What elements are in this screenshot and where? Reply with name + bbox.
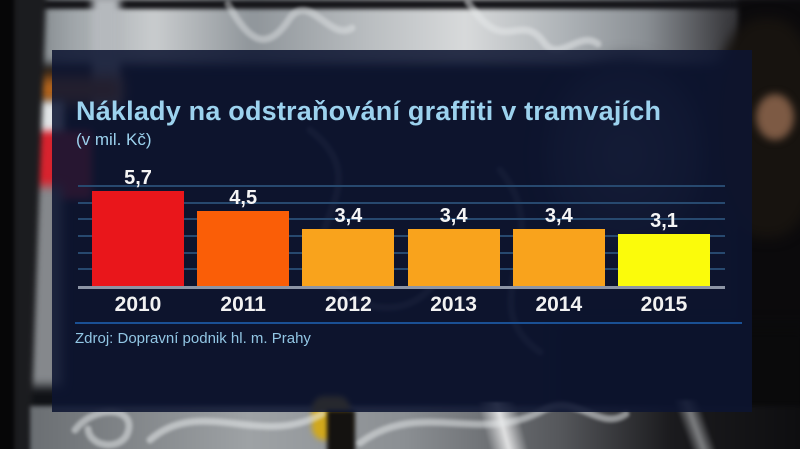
x-label-2014: 2014 <box>535 293 583 316</box>
chart-panel: Náklady na odstraňování graffiti v tramv… <box>52 50 752 412</box>
bar-chart: 5,7 4,5 3,4 3,4 3,4 3,1 <box>78 168 725 289</box>
x-label-2013: 2013 <box>430 293 477 316</box>
bar-2012 <box>302 229 395 286</box>
person-ear <box>756 94 794 140</box>
bar-value-2014: 3,4 <box>544 205 573 228</box>
bar-value-2013: 3,4 <box>439 205 468 228</box>
bar-value-2012: 3,4 <box>334 205 363 228</box>
bar-2015 <box>618 234 710 286</box>
gridline-1 <box>78 268 725 271</box>
x-label-2012: 2012 <box>325 293 372 316</box>
bar-value-2015: 3,1 <box>650 210 678 233</box>
gridline-3 <box>78 234 725 237</box>
window-frame-edge <box>0 0 14 449</box>
source-credit: Zdroj: Dopravní podnik hl. m. Prahy <box>75 330 311 347</box>
x-axis-labels: 2010 2011 2012 2013 2014 2015 <box>78 293 725 319</box>
bar-value-2011: 4,5 <box>229 186 258 209</box>
chart-title: Náklady na odstraňování graffiti v tramv… <box>76 96 662 126</box>
gridline-6 <box>78 184 725 187</box>
gridline-5 <box>78 201 725 204</box>
bar-2014 <box>512 229 605 286</box>
bar-2011 <box>197 210 290 286</box>
x-label-2015: 2015 <box>640 293 688 316</box>
chart-unit-subtitle: (v mil. Kč) <box>76 130 152 149</box>
bar-2013 <box>407 229 500 286</box>
dark-object <box>327 410 355 449</box>
gridline-4 <box>78 218 725 221</box>
window-frame-top <box>0 0 800 9</box>
x-label-2010: 2010 <box>114 293 162 316</box>
bar-value-2010: 5,7 <box>124 166 152 189</box>
footer-separator <box>75 322 742 324</box>
gridline-2 <box>78 251 725 254</box>
bar-2010 <box>92 190 184 286</box>
x-label-2011: 2011 <box>220 293 266 316</box>
